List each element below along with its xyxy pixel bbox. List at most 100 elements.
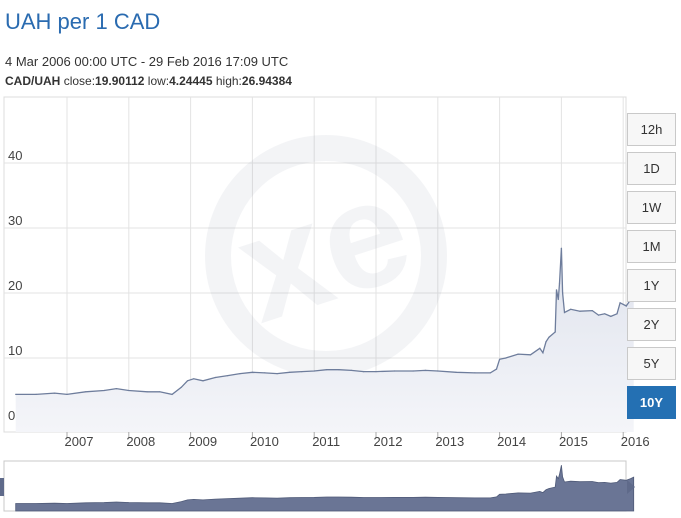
data-point — [313, 370, 315, 372]
data-point — [326, 369, 328, 371]
date-range: 4 Mar 2006 00:00 UTC - 29 Feb 2016 17:09… — [5, 54, 289, 69]
range-button-10y[interactable]: 10Y — [627, 386, 676, 419]
data-point — [505, 357, 507, 359]
data-point — [193, 378, 195, 380]
y-tick-label: 20 — [8, 278, 22, 293]
data-point — [54, 392, 56, 394]
close-value: 19.90112 — [95, 74, 145, 88]
x-tick-label: 2011 — [312, 434, 340, 449]
data-point — [489, 372, 491, 374]
y-tick-label: 30 — [8, 213, 22, 228]
data-point — [555, 289, 558, 291]
data-point — [84, 391, 87, 393]
data-point — [301, 371, 303, 373]
low-label: low: — [147, 74, 170, 88]
data-point — [66, 393, 68, 395]
data-point — [202, 380, 204, 382]
x-tick-label: 2014 — [497, 434, 526, 449]
low-value: 4.24445 — [169, 74, 213, 88]
data-point — [424, 369, 426, 371]
range-button-1w[interactable]: 1W — [627, 191, 676, 224]
data-point — [227, 375, 229, 377]
data-point — [239, 373, 241, 375]
close-label: close: — [63, 74, 96, 88]
chart-title: UAH per 1 CAD — [5, 9, 161, 34]
data-point — [363, 371, 365, 373]
data-point — [616, 313, 618, 315]
data-point — [103, 389, 105, 392]
x-tick-label: 2007 — [65, 434, 94, 449]
data-point — [548, 336, 550, 338]
y-tick-label: 10 — [8, 343, 22, 358]
data-point — [499, 358, 501, 360]
x-tick-label: 2009 — [188, 434, 217, 449]
data-point — [545, 341, 547, 343]
data-point — [264, 372, 266, 374]
xe-watermark-logo: xe — [205, 135, 447, 377]
data-point — [115, 388, 117, 390]
data-point — [562, 292, 564, 294]
range-button-1y[interactable]: 1Y — [627, 269, 676, 302]
data-point — [437, 370, 439, 372]
data-point — [557, 298, 559, 301]
range-button-12h[interactable]: 12h — [627, 113, 676, 146]
data-point — [554, 331, 556, 333]
x-tick-label: 2008 — [126, 434, 155, 449]
data-point — [542, 352, 544, 354]
data-point — [625, 305, 627, 307]
navigator-series — [15, 465, 635, 512]
navigator-left-handle[interactable] — [0, 478, 4, 496]
y-tick-label: 40 — [8, 148, 22, 163]
data-point — [539, 347, 541, 349]
stats-line: CAD/UAH close:19.90112 low:4.24445 high:… — [5, 74, 292, 88]
data-point — [338, 369, 340, 371]
data-point — [455, 371, 457, 373]
x-tick-label: 2010 — [250, 434, 279, 449]
x-tick-label: 2016 — [621, 434, 650, 449]
data-point — [570, 308, 572, 310]
data-point — [495, 368, 498, 370]
data-point — [214, 376, 216, 379]
range-button-2y[interactable]: 2Y — [627, 308, 676, 341]
data-point — [517, 353, 519, 355]
data-point — [529, 354, 532, 356]
x-tick-label: 2013 — [435, 434, 464, 449]
range-button-1m[interactable]: 1M — [627, 230, 676, 263]
data-point — [393, 370, 396, 372]
series-area — [15, 248, 634, 432]
data-point — [558, 282, 561, 284]
data-point — [474, 372, 476, 374]
high-value: 26.94384 — [241, 74, 292, 88]
y-tick-label: 0 — [8, 408, 15, 423]
data-point — [604, 313, 606, 315]
data-point — [15, 393, 17, 395]
data-point — [180, 386, 182, 388]
data-point — [591, 310, 593, 312]
x-tick-label: 2015 — [559, 434, 588, 449]
data-point — [251, 371, 253, 373]
data-point — [171, 393, 173, 395]
data-point — [610, 315, 612, 317]
data-point — [186, 380, 189, 382]
x-tick-label: 2012 — [374, 434, 403, 449]
data-point — [128, 389, 130, 392]
data-point — [159, 391, 161, 393]
pair-label: CAD/UAH — [5, 74, 61, 88]
range-button-1d[interactable]: 1D — [627, 152, 676, 185]
high-label: high: — [215, 74, 242, 88]
data-point — [563, 311, 566, 314]
data-point — [146, 391, 148, 393]
range-button-5y[interactable]: 5Y — [627, 347, 676, 380]
data-point — [35, 393, 37, 395]
data-point — [619, 302, 621, 304]
data-point — [288, 371, 291, 373]
data-point — [276, 373, 278, 375]
data-point — [579, 310, 581, 312]
data-point — [597, 314, 600, 316]
data-point — [375, 371, 377, 373]
navigator-right-handle[interactable] — [627, 480, 635, 494]
data-point — [560, 247, 563, 249]
data-point — [350, 369, 352, 371]
data-point — [412, 370, 414, 372]
